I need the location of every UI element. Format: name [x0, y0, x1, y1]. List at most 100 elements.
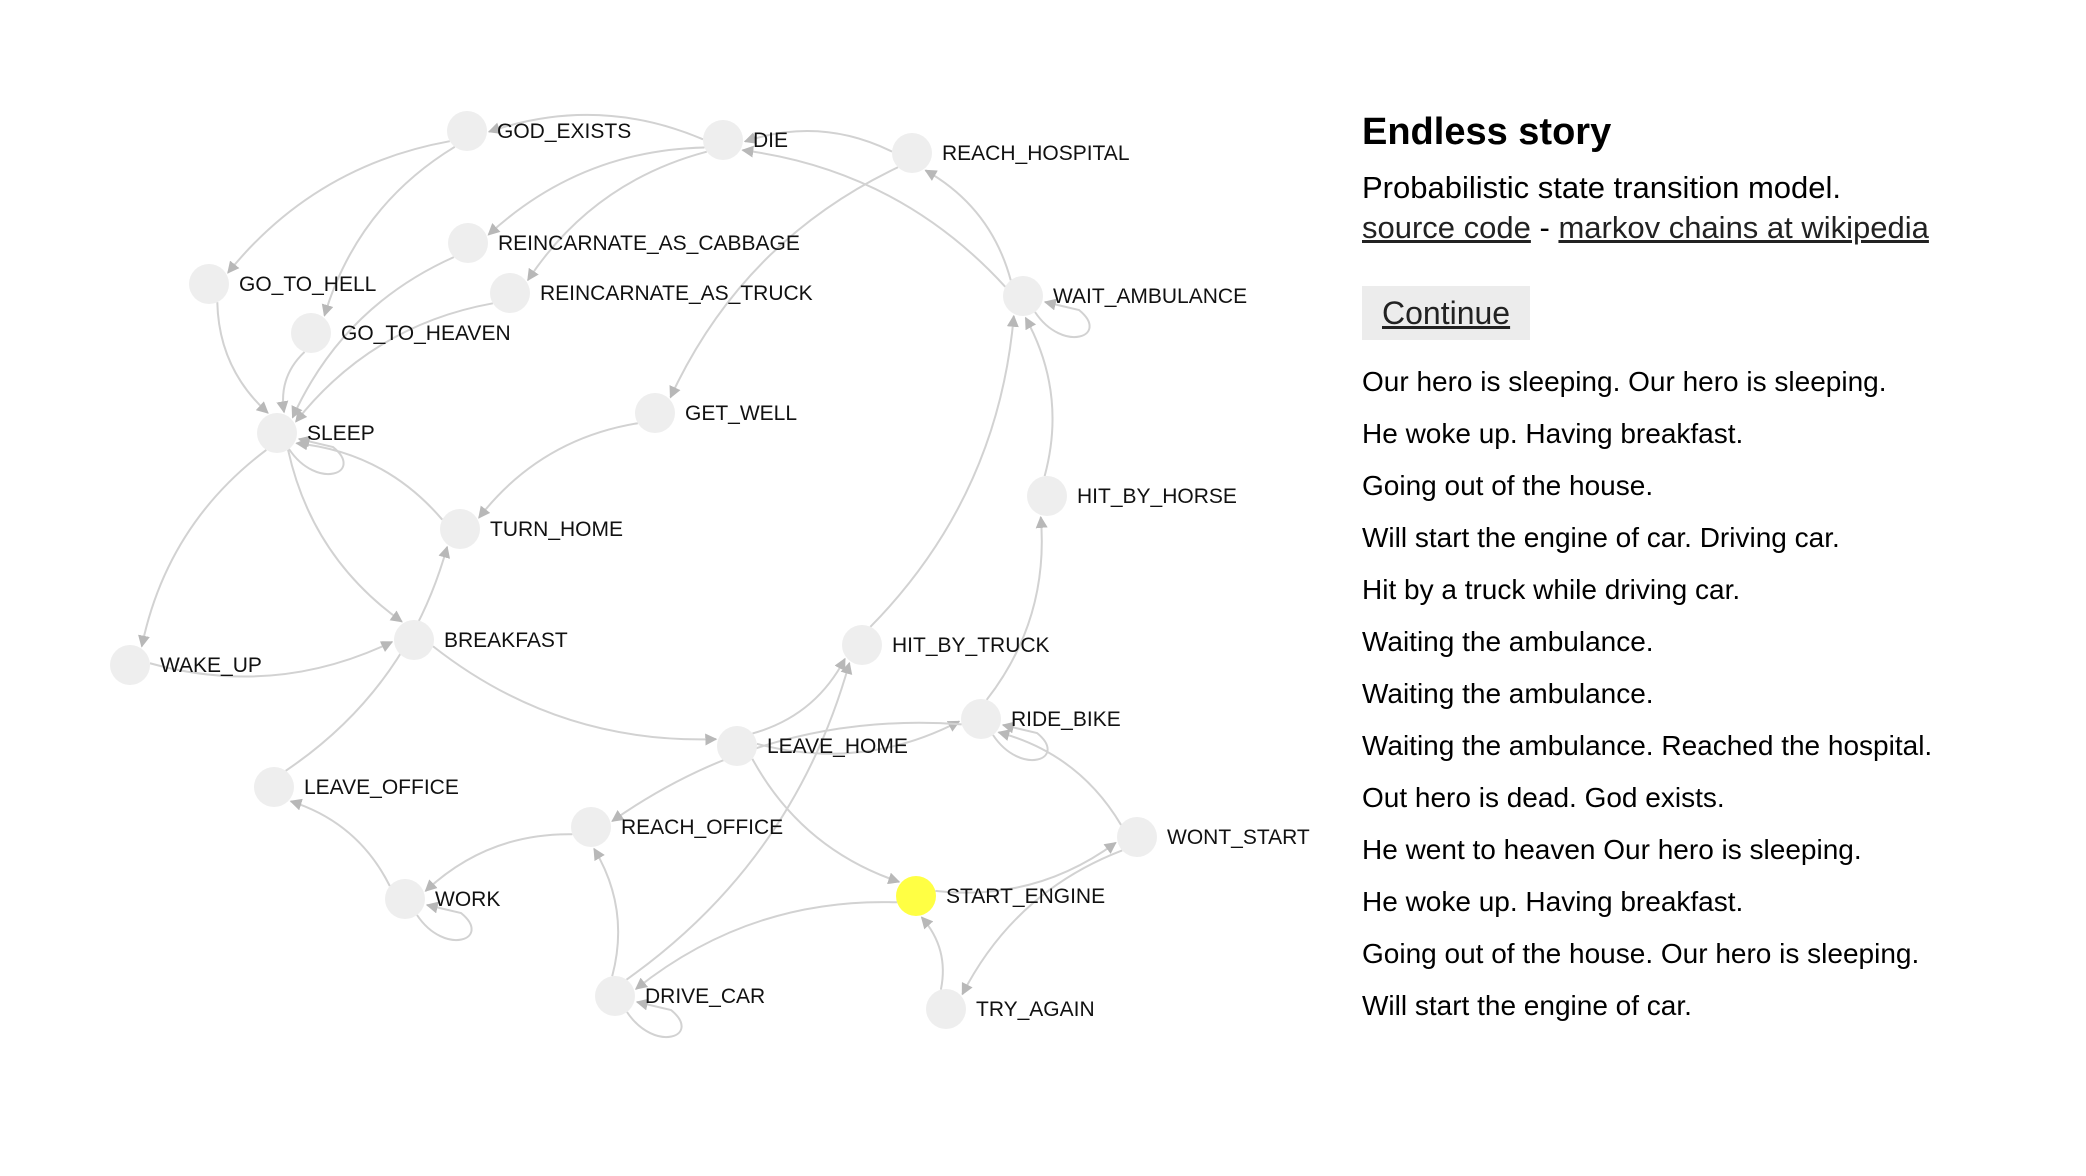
story-line: He woke up. Having breakfast. [1362, 885, 1744, 917]
state-graph-svg: GOD_EXISTS DIE REACH_HOSPITAL REINCARNATE_A… [110, 111, 1310, 1039]
nodes-layer: GOD_EXISTS DIE REACH_HOSPITAL REINCARNATE_A… [110, 111, 1310, 1029]
node-label-leave-home: LEAVE_HOME [767, 735, 908, 758]
source-code-link[interactable]: source code [1362, 209, 1531, 245]
node-label-breakfast: BREAKFAST [444, 629, 568, 652]
edge-breakfast-to-leave-home [432, 645, 718, 746]
edge-wont-start-to-ride-bike [997, 729, 1122, 826]
node-start-engine: START_ENGINE [896, 876, 1105, 916]
node-label-go-to-hell: GO_TO_HELL [239, 273, 376, 296]
self-loop-sleep [288, 435, 345, 476]
edge-reincarnate-as-cabbage-to-sleep [291, 256, 455, 419]
node-circle-hit-by-horse [1027, 476, 1067, 516]
edge-get-well-to-turn-home [478, 422, 638, 519]
node-work: WORK [385, 879, 500, 919]
edge-drive-car-to-hit-by-truck [625, 661, 853, 981]
state-graph: GOD_EXISTS DIE REACH_HOSPITAL REINCARNATE_A… [110, 111, 1310, 1039]
edge-god-exists-to-go-to-heaven [321, 145, 456, 317]
edge-reach-office-to-work [424, 833, 573, 892]
node-circle-work [385, 879, 425, 919]
story-line: Going out of the house. Our hero is slee… [1362, 937, 1920, 969]
node-circle-go-to-heaven [291, 313, 331, 353]
node-label-reach-hospital: REACH_HOSPITAL [942, 142, 1130, 165]
node-circle-hit-by-truck [842, 625, 882, 665]
node-circle-drive-car [595, 976, 635, 1016]
edge-reach-hospital-to-die [743, 130, 893, 153]
edge-sleep-to-breakfast [287, 449, 403, 623]
node-label-ride-bike: RIDE_BIKE [1011, 708, 1121, 731]
links-separator: - [1530, 209, 1559, 245]
node-circle-breakfast [394, 620, 434, 660]
node-label-god-exists: GOD_EXISTS [497, 120, 631, 143]
node-label-leave-office: LEAVE_OFFICE [304, 776, 459, 799]
story-line: He woke up. Having breakfast. [1362, 417, 1744, 449]
edge-sleep-to-wake-up [138, 449, 267, 648]
node-wake-up: WAKE_UP [110, 645, 262, 685]
edge-hit-by-truck-to-wait-ambulance [869, 314, 1019, 628]
story-line: Will start the engine of car. Driving ca… [1362, 521, 1840, 553]
story-line: Waiting the ambulance. Reached the hospi… [1362, 729, 1933, 761]
wikipedia-link[interactable]: markov chains at wikipedia [1558, 209, 1929, 245]
page-subtitle: Probabilistic state transition model. [1362, 169, 1842, 205]
node-label-drive-car: DRIVE_CAR [645, 985, 765, 1008]
edge-leave-home-to-ride-bike [756, 720, 961, 755]
edge-reincarnate-as-truck-to-sleep [295, 302, 494, 423]
node-circle-start-engine [896, 876, 936, 916]
node-circle-wake-up [110, 645, 150, 685]
edge-die-to-reincarnate-as-cabbage [487, 146, 705, 236]
edge-god-exists-to-go-to-hell [227, 140, 450, 274]
node-label-try-again: TRY_AGAIN [976, 998, 1095, 1021]
node-label-reincarnate-as-truck: REINCARNATE_AS_TRUCK [540, 282, 813, 305]
node-reincarnate-as-cabbage: REINCARNATE_AS_CABBAGE [448, 223, 800, 263]
node-circle-reincarnate-as-cabbage [448, 223, 488, 263]
node-label-wont-start: WONT_START [1167, 826, 1310, 849]
story-line: Waiting the ambulance. [1362, 677, 1654, 709]
edge-go-to-hell-to-sleep [216, 302, 269, 414]
node-circle-reincarnate-as-truck [490, 273, 530, 313]
edge-die-to-god-exists [487, 113, 704, 141]
node-try-again: TRY_AGAIN [926, 989, 1095, 1029]
edge-turn-home-to-sleep [295, 438, 444, 521]
node-label-die: DIE [753, 129, 788, 152]
self-loop-work [416, 901, 473, 942]
node-circle-wont-start [1117, 817, 1157, 857]
node-circle-ride-bike [961, 699, 1001, 739]
node-label-start-engine: START_ENGINE [946, 885, 1105, 908]
node-leave-home: LEAVE_HOME [717, 726, 908, 766]
self-loop-drive-car [626, 998, 683, 1039]
node-circle-god-exists [447, 111, 487, 151]
node-go-to-hell: GO_TO_HELL [189, 264, 376, 304]
node-reach-hospital: REACH_HOSPITAL [892, 133, 1130, 173]
node-circle-try-again [926, 989, 966, 1029]
node-circle-die [703, 120, 743, 160]
story-line: Waiting the ambulance. [1362, 625, 1654, 657]
node-label-hit-by-horse: HIT_BY_HORSE [1077, 485, 1237, 508]
node-drive-car: DRIVE_CAR [595, 976, 765, 1016]
node-ride-bike: RIDE_BIKE [961, 699, 1121, 739]
node-circle-wait-ambulance [1003, 276, 1043, 316]
node-sleep: SLEEP [257, 413, 375, 453]
edge-drive-car-to-reach-office [593, 847, 620, 977]
edge-reach-hospital-to-get-well [669, 166, 899, 399]
continue-button[interactable]: Continue [1362, 285, 1531, 340]
edge-start-engine-to-drive-car [634, 901, 898, 990]
node-label-reincarnate-as-cabbage: REINCARNATE_AS_CABBAGE [498, 232, 800, 255]
node-label-wake-up: WAKE_UP [160, 654, 262, 677]
node-label-get-well: GET_WELL [685, 402, 797, 425]
story-line: Will start the engine of car. [1362, 989, 1692, 1021]
node-label-hit-by-truck: HIT_BY_TRUCK [892, 634, 1050, 657]
edge-ride-bike-to-hit-by-horse [985, 515, 1048, 701]
node-breakfast: BREAKFAST [394, 620, 568, 660]
edge-wont-start-to-try-again [961, 849, 1123, 996]
edge-leave-office-to-turn-home [285, 545, 451, 772]
edge-wait-ambulance-to-reach-hospital [924, 169, 1012, 281]
edge-die-to-reincarnate-as-truck [527, 150, 708, 282]
edge-work-to-leave-office [289, 798, 391, 887]
node-label-sleep: SLEEP [307, 422, 375, 445]
story-log: Our hero is sleeping. Our hero is sleepi… [1362, 366, 2062, 1022]
edge-wait-ambulance-to-die [741, 145, 1006, 288]
node-die: DIE [703, 120, 788, 160]
edges-layer [138, 113, 1123, 1039]
links-row: source code - markov chains at wikipedia [1362, 208, 2062, 248]
node-label-turn-home: TURN_HOME [490, 518, 623, 541]
node-leave-office: LEAVE_OFFICE [254, 767, 459, 807]
